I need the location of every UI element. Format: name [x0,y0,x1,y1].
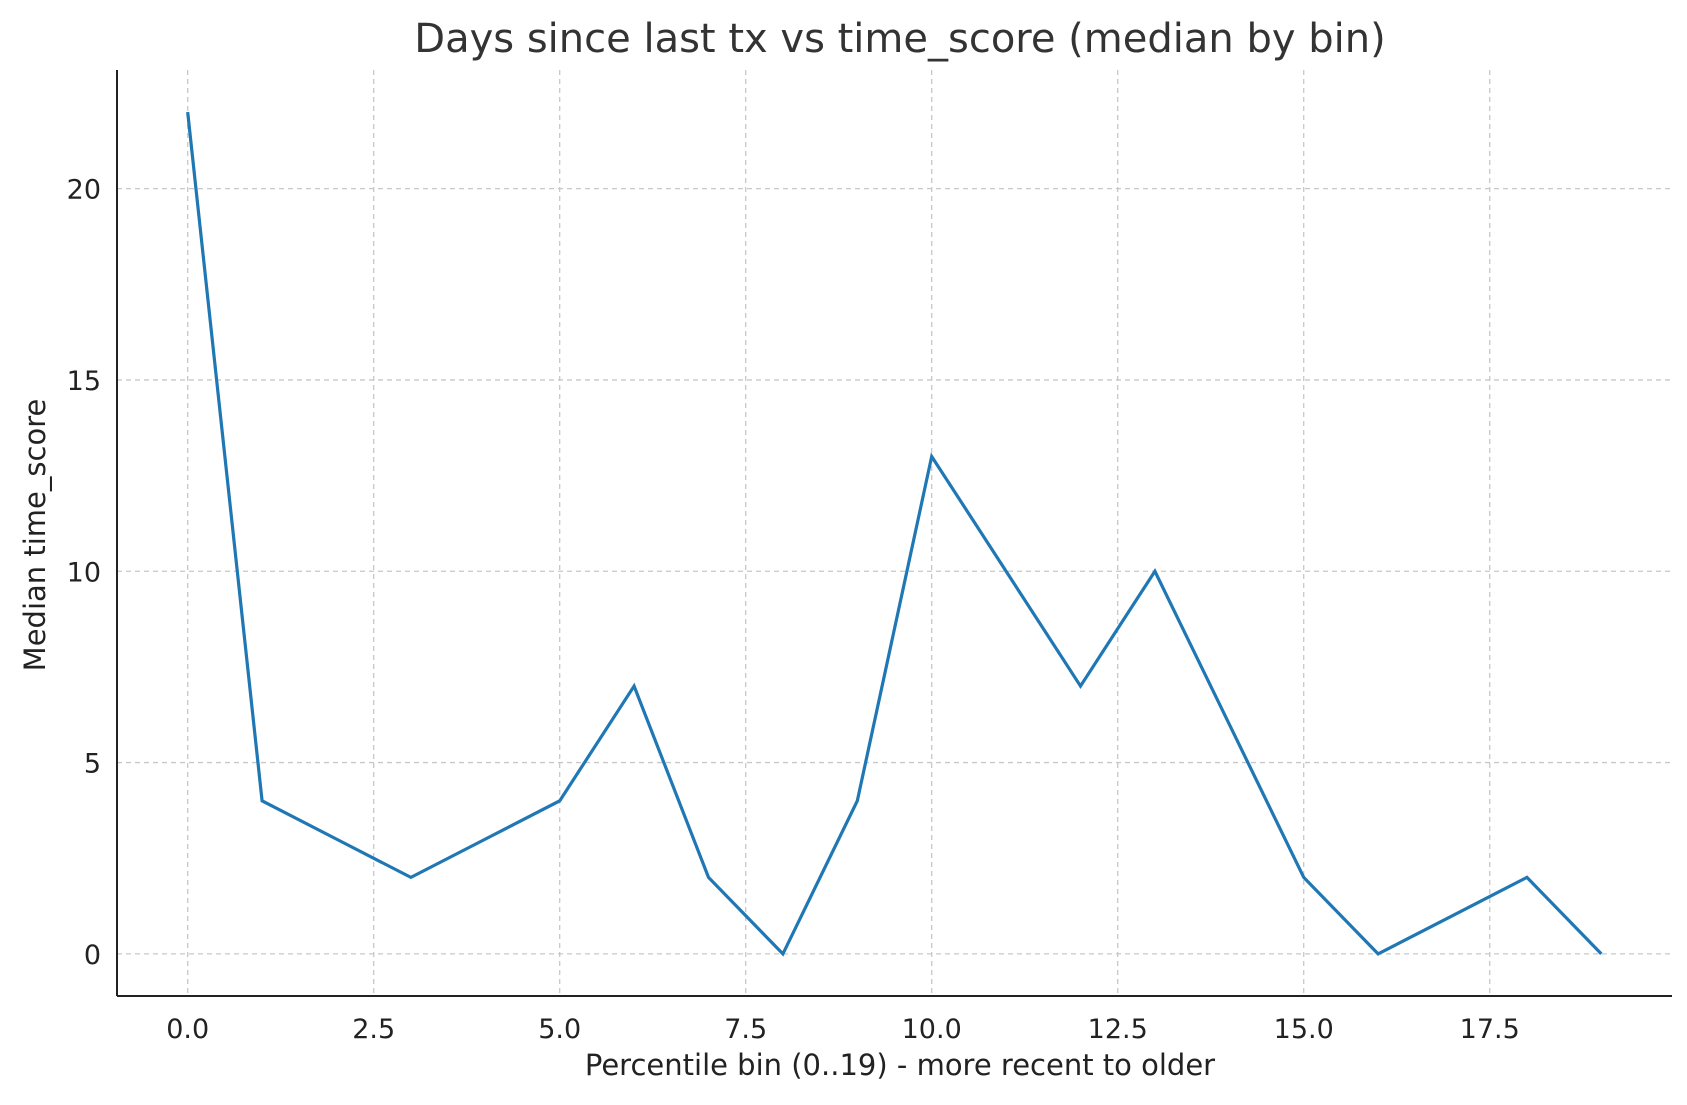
tick-labels: 0.0 2.5 5.0 7.5 10.0 12.5 15.0 17.5 0 5 10 15 20 [67,175,1520,1045]
y-tick-label: 20 [67,175,101,206]
x-tick-label: 17.5 [1460,1014,1520,1045]
x-tick-label: 15.0 [1274,1014,1334,1045]
x-tick-label: 7.5 [724,1014,767,1045]
y-tick-label: 5 [84,749,101,780]
x-tick-label: 0.0 [166,1014,209,1045]
x-tick-label: 10.0 [902,1014,962,1045]
y-tick-label: 0 [84,940,101,971]
grid [117,70,1672,996]
x-tick-label: 12.5 [1088,1014,1148,1045]
axes [116,70,1672,997]
y-tick-label: 15 [67,366,101,397]
x-tick-label: 5.0 [538,1014,581,1045]
series-layer [186,111,1603,957]
y-tick-label: 10 [67,557,101,588]
x-tick-label: 2.5 [352,1014,395,1045]
chart-title: Days since last tx vs time_score (median… [414,16,1385,62]
series-line-0 [186,111,1603,957]
y-axis-label: Median time_score [18,399,52,672]
x-axis-label: Percentile bin (0..19) - more recent to … [585,1048,1215,1082]
